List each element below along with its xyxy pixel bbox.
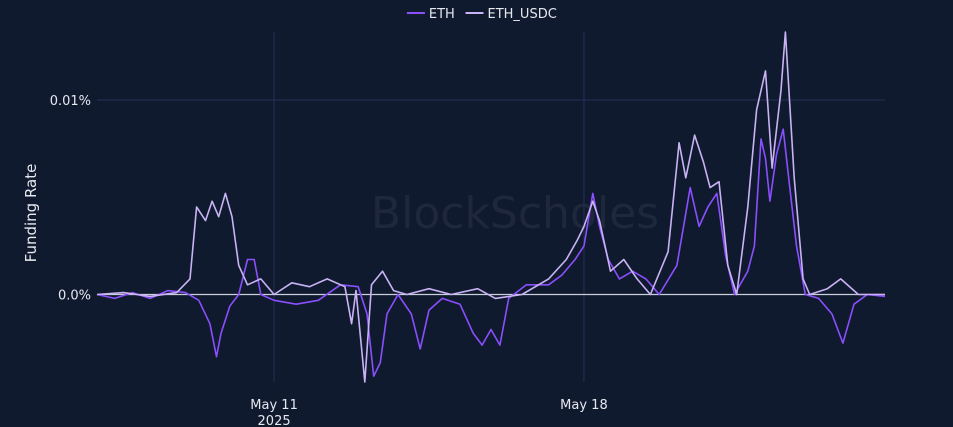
series-layer (96, 31, 886, 383)
y-tick-label: 0.0% (58, 289, 91, 304)
series-line-eth-usdc (96, 31, 885, 383)
x-tick-label: May 11 (250, 398, 298, 413)
grid-layer (97, 32, 885, 382)
series-line-eth (96, 128, 886, 377)
watermark-text: BlockScholes (371, 188, 659, 239)
legend-item-eth-usdc[interactable]: ETH_USDC (465, 7, 557, 22)
legend[interactable]: ETH ETH_USDC (406, 7, 557, 22)
legend-label: ETH_USDC (488, 7, 557, 22)
y-axis-title: Funding Rate (22, 164, 40, 263)
legend-item-eth[interactable]: ETH (406, 7, 455, 22)
x-tick-label: May 18 (560, 398, 608, 413)
x-tick-sublabel: 2025 (258, 414, 291, 427)
y-tick-label: 0.01% (50, 94, 91, 109)
legend-label: ETH (429, 7, 455, 22)
